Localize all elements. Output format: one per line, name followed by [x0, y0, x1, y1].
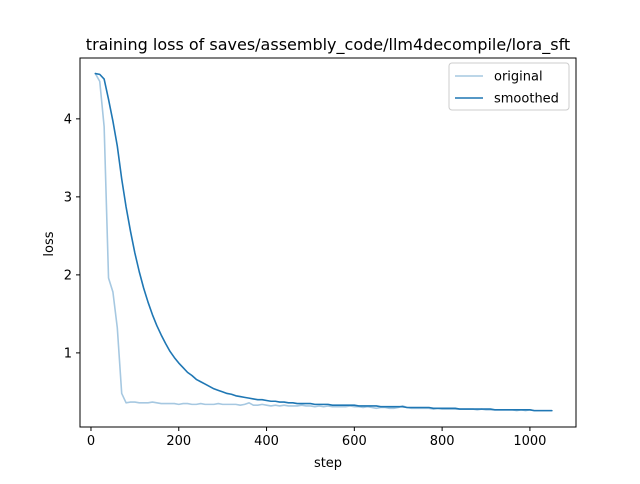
x-tick-label: 600: [342, 434, 367, 449]
ticks-layer: 0 200 400 600 800 1000 1 2 3 4: [64, 112, 547, 449]
plot-frame: [79, 57, 577, 428]
x-tick-label: 400: [254, 434, 279, 449]
legend-label-original: original: [494, 70, 543, 85]
x-tick-label: 0: [87, 434, 95, 449]
y-tick-label: 4: [64, 112, 72, 127]
y-axis-label: loss: [42, 231, 57, 256]
series-line-smoothed: [94, 72, 553, 412]
x-tick-label: 200: [166, 434, 191, 449]
x-tick-label: 800: [430, 434, 455, 449]
y-tick-label: 3: [64, 190, 72, 205]
axes-layer: [79, 57, 577, 428]
chart-title: training loss of saves/assembly_code/llm…: [86, 35, 570, 55]
y-tick-label: 1: [64, 346, 72, 361]
x-tick-label: 1000: [513, 434, 546, 449]
y-tick-label: 2: [64, 268, 72, 283]
x-axis-label: step: [314, 456, 342, 471]
legend-label-smoothed: smoothed: [494, 92, 559, 107]
series-layer: [94, 72, 553, 412]
legend: original smoothed: [448, 62, 570, 111]
